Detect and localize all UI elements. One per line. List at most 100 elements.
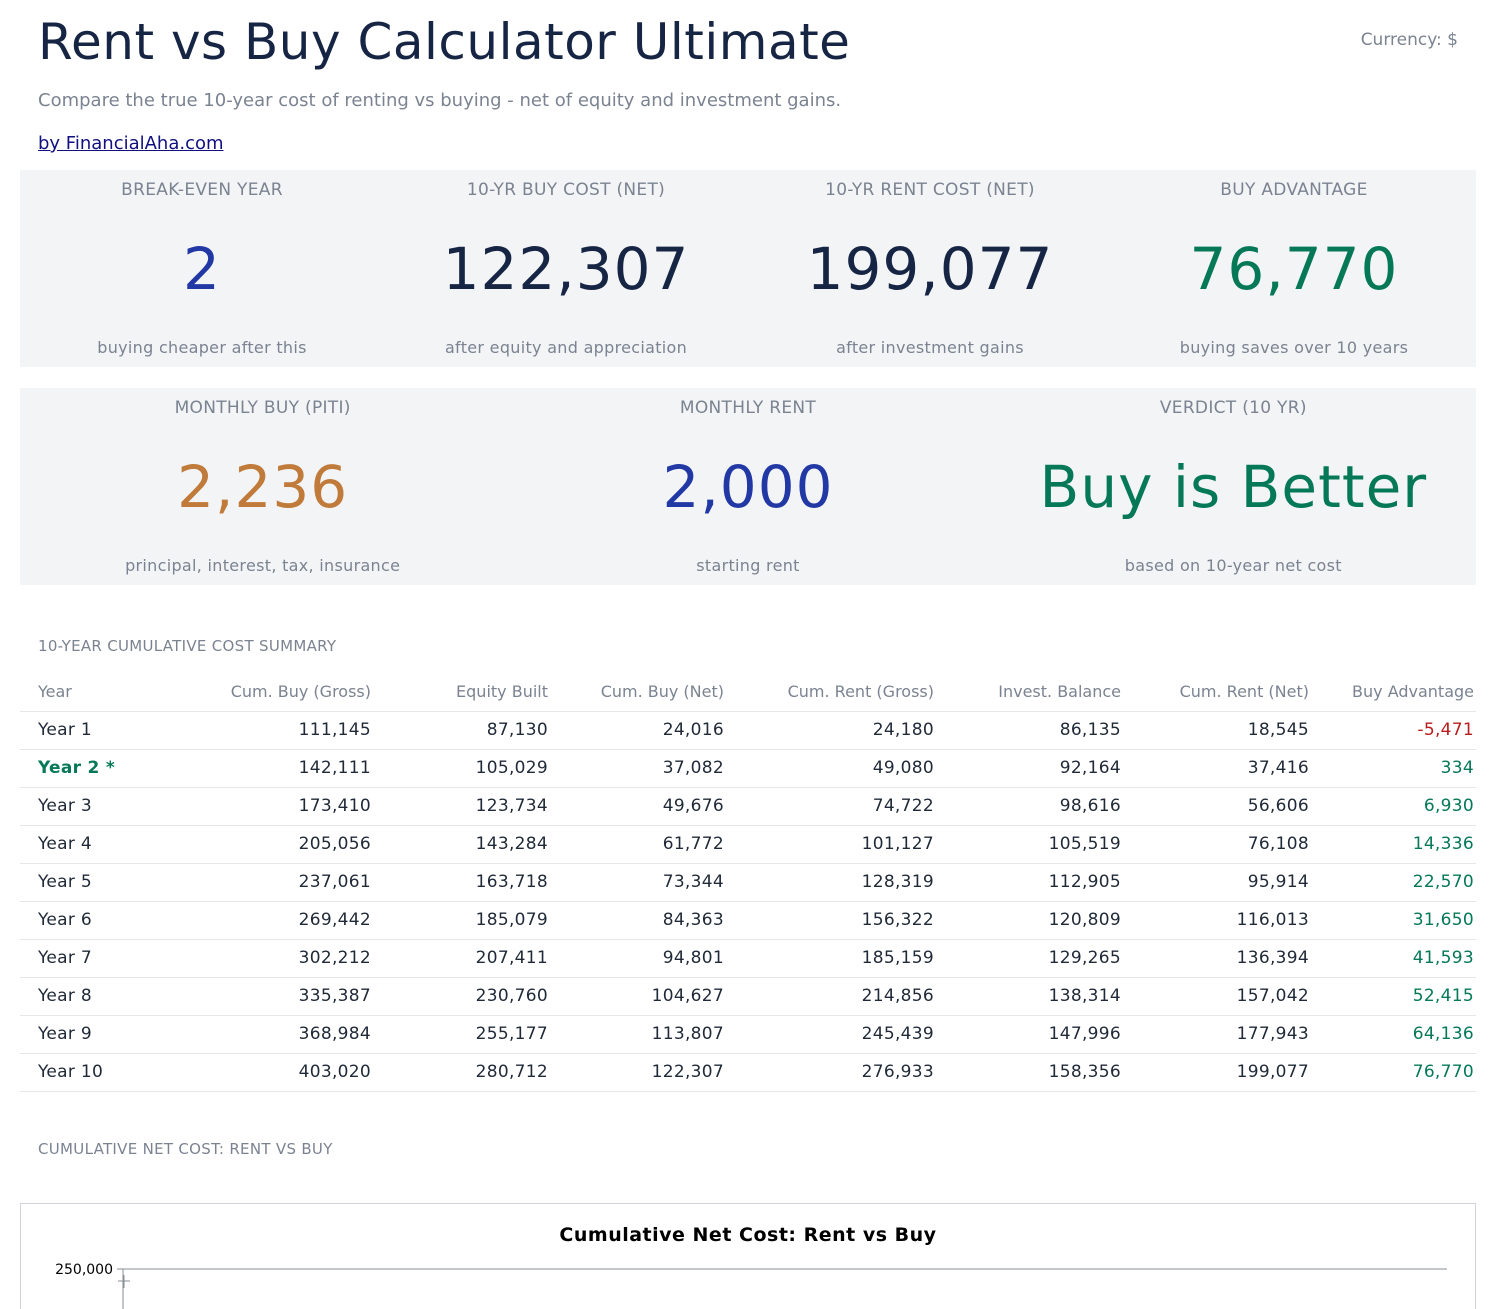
table-cell: 158,356 [936,1052,1123,1092]
kpi-value: 76,770 [1189,235,1399,303]
kpi-monthly-buy: MONTHLY BUY (PITI) 2,236 principal, inte… [20,388,505,585]
table-cell: 61,772 [550,824,726,863]
table-cell: 105,029 [373,748,550,787]
table-row: Year 6 269,442 185,079 84,363 156,322 120,809… [20,900,1476,939]
kpi-buy-advantage: BUY ADVANTAGE 76,770 buying saves over 1… [1112,170,1476,367]
table-cell: 24,180 [726,710,936,749]
column-header: Cum. Rent (Net) [1179,681,1309,701]
kpi-label: VERDICT (10 YR) [1159,398,1307,418]
row-year-label: Year 4 [20,824,190,863]
kpi-note: after equity and appreciation [444,338,688,357]
kpi-value: 2,000 [662,453,834,521]
column-header: Equity Built [456,681,548,701]
table-row: Year 5 237,061 163,718 73,344 128,319 112,905… [20,862,1476,901]
row-year-label: Year 5 [20,862,190,901]
table-cell: 37,082 [550,748,726,787]
kpi-value: 199,077 [806,235,1054,303]
row-year-label: Year 2 * [20,748,190,787]
table-cell: 37,416 [1123,748,1311,787]
row-year-label: Year 9 [20,1014,190,1053]
table-cell: 199,077 [1123,1052,1311,1092]
kpi-value: 2,236 [177,453,349,521]
kpi-label: MONTHLY BUY (PITI) [174,398,351,418]
summary-table: Year Cum. Buy (Gross) Equity Built Cum. … [20,672,1476,1092]
column-header: Cum. Rent (Gross) [787,681,934,701]
table-cell: -5,471 [1311,710,1476,749]
table-cell: 22,570 [1311,862,1476,901]
kpi-panel-secondary: MONTHLY BUY (PITI) 2,236 principal, inte… [20,388,1476,585]
kpi-note: based on 10-year net cost [1124,556,1342,575]
table-cell: 49,676 [550,786,726,825]
row-year-label: Year 8 [20,976,190,1015]
table-cell: 136,394 [1123,938,1311,977]
kpi-label: 10-YR RENT COST (NET) [825,180,1035,200]
table-row: Year 4 205,056 143,284 61,772 101,127 105,519… [20,824,1476,863]
table-cell: 111,145 [190,710,373,749]
table-cell: 207,411 [373,938,550,977]
row-year-label: Year 6 [20,900,190,939]
table-cell: 76,108 [1123,824,1311,863]
table-row: Year 10 403,020 280,712 122,307 276,933 158,3… [20,1052,1476,1092]
table-cell: 6,930 [1311,786,1476,825]
table-cell: 56,606 [1123,786,1311,825]
table-cell: 269,442 [190,900,373,939]
table-cell: 403,020 [190,1052,373,1092]
page-title: Rent vs Buy Calculator Ultimate [38,13,851,71]
column-header: Invest. Balance [998,681,1121,701]
kpi-panel-primary: BREAK-EVEN YEAR 2 buying cheaper after t… [20,170,1476,367]
row-year-label: Year 3 [20,786,190,825]
summary-section-title: 10-YEAR CUMULATIVE COST SUMMARY [38,637,337,655]
table-cell: 237,061 [190,862,373,901]
table-cell: 95,914 [1123,862,1311,901]
byline-link[interactable]: by FinancialAha.com [38,133,224,154]
table-cell: 104,627 [550,976,726,1015]
table-cell: 123,734 [373,786,550,825]
chart-section-title: CUMULATIVE NET COST: RENT VS BUY [38,1140,333,1158]
kpi-label: BREAK-EVEN YEAR [121,180,283,200]
row-year-label: Year 1 [20,710,190,749]
table-cell: 76,770 [1311,1052,1476,1092]
table-header-row: Year Cum. Buy (Gross) Equity Built Cum. … [20,672,1476,711]
kpi-note: principal, interest, tax, insurance [125,556,401,575]
chart-y-tick-label: 250,000 [55,1262,113,1278]
kpi-note: buying saves over 10 years [1179,338,1409,357]
table-cell: 185,079 [373,900,550,939]
column-header: Year [38,681,72,701]
column-header: Cum. Buy (Gross) [230,681,371,701]
row-year-label: Year 10 [20,1052,190,1092]
table-cell: 214,856 [726,976,936,1015]
table-cell: 157,042 [1123,976,1311,1015]
table-cell: 173,410 [190,786,373,825]
kpi-rent-cost-net: 10-YR RENT COST (NET) 199,077 after inve… [748,170,1112,367]
table-cell: 156,322 [726,900,936,939]
table-cell: 128,319 [726,862,936,901]
table-cell: 113,807 [550,1014,726,1053]
table-cell: 49,080 [726,748,936,787]
table-cell: 87,130 [373,710,550,749]
table-cell: 94,801 [550,938,726,977]
table-cell: 334 [1311,748,1476,787]
column-header: Buy Advantage [1352,681,1474,701]
table-cell: 302,212 [190,938,373,977]
table-cell: 280,712 [373,1052,550,1092]
table-row: Year 2 * 142,111 105,029 37,082 49,080 92,164… [20,748,1476,787]
table-cell: 335,387 [190,976,373,1015]
table-cell: 41,593 [1311,938,1476,977]
table-cell: 276,933 [726,1052,936,1092]
table-cell: 24,016 [550,710,726,749]
table-cell: 105,519 [936,824,1123,863]
table-cell: 138,314 [936,976,1123,1015]
table-cell: 101,127 [726,824,936,863]
table-cell: 177,943 [1123,1014,1311,1053]
kpi-note: after investment gains [836,338,1024,357]
table-cell: 185,159 [726,938,936,977]
table-cell: 112,905 [936,862,1123,901]
kpi-value: 122,307 [442,235,690,303]
kpi-note: starting rent [696,556,800,575]
table-cell: 245,439 [726,1014,936,1053]
kpi-label: 10-YR BUY COST (NET) [466,180,666,200]
page-subtitle: Compare the true 10-year cost of renting… [38,90,842,111]
table-row: Year 8 335,387 230,760 104,627 214,856 138,31… [20,976,1476,1015]
net-cost-chart: Cumulative Net Cost: Rent vs Buy 250,000 [20,1203,1476,1309]
table-cell: 74,722 [726,786,936,825]
